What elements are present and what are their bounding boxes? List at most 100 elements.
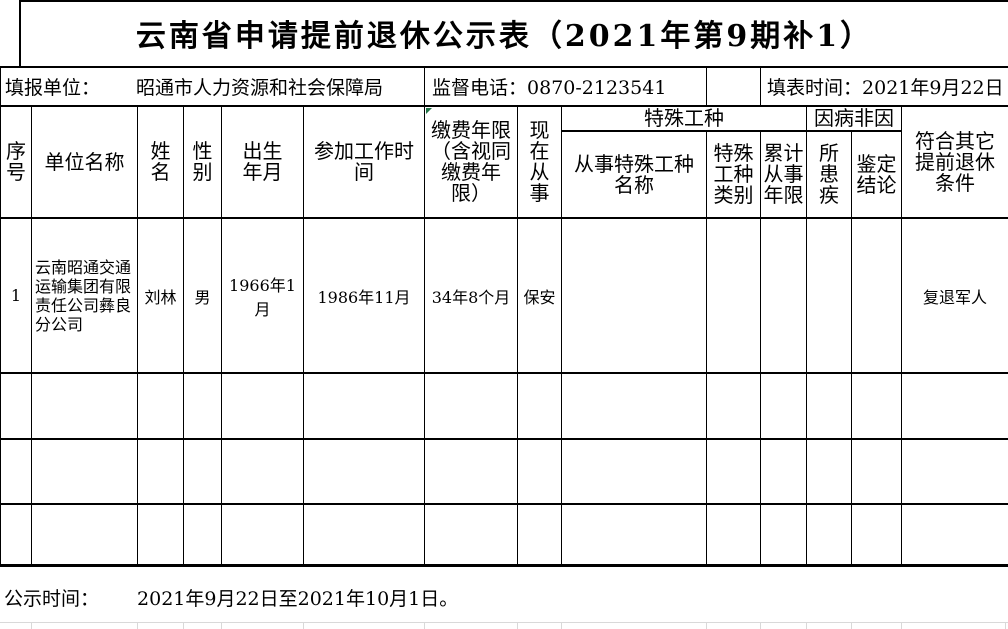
empty-cell [760,438,807,505]
empty-cell [303,438,425,505]
header-other: 符合其它 提前退休 条件 [900,105,1008,219]
header-work-start: 参加工作时 间 [303,105,425,219]
title-row: 云南省申请提前退休公示表（2021年第9期补1） [0,0,1008,68]
cell-special-name [561,217,707,374]
empty-cell [760,503,807,567]
empty-cell [0,503,32,567]
grid-stub [31,623,32,629]
empty-cell [806,438,852,505]
table-row-4 [0,503,1008,567]
cell-gender: 男 [183,217,222,374]
cell-birth: 1966年1月 [221,217,304,374]
cell-illness [806,217,852,374]
header-illness: 所 患 疾 [806,130,852,219]
header-special-type: 特殊 工种 类别 [706,130,761,219]
empty-cell [31,438,138,505]
grid-stub [137,623,138,629]
publicity-table: 云南省申请提前退休公示表（2021年第9期补1） 填报单位： 昭通市人力资源和社会… [0,0,1008,567]
page-title: 云南省申请提前退休公示表（2021年第9期补1） [0,0,1008,68]
empty-cell [137,503,184,567]
empty-cell [183,503,222,567]
cell-work-start: 1986年11月 [303,217,425,374]
empty-cell [900,438,1008,505]
empty-cell [424,503,518,567]
grid-stub [424,623,425,629]
empty-cell [851,438,902,505]
info-spacer-cell [706,67,761,107]
header-sub-row: 从事特殊工种 名称 特殊 工种 类别 累计 从事 年限 所 患 疾 鉴定 结论 [1,130,1008,219]
empty-cell [900,372,1008,440]
supervise-phone-value: 0870-2123541 [527,77,667,99]
table-row-3 [0,438,1008,505]
empty-cell [221,503,304,567]
empty-cell [900,503,1008,567]
empty-cell [31,503,138,567]
title-top-border [19,0,1008,2]
header-seq: 序 号 [0,105,32,219]
grid-stub [760,623,761,629]
empty-cell [221,372,304,440]
empty-cell [303,372,425,440]
report-unit-value: 昭通市人力资源和社会保障局 [136,77,384,99]
header-name: 姓 名 [137,105,184,219]
cell-seq: 1 [0,217,32,374]
empty-cell [561,372,707,440]
header-illness-group: 因病非因 [806,105,902,132]
page-title-text: 云南省申请提前退休公示表（2021年第9期补1） [135,19,874,54]
report-unit-cell: 填报单位： 昭通市人力资源和社会保障局 [0,67,425,107]
empty-cell [806,372,852,440]
header-payment-years: 缴费年限 （含视同 缴费年 限） [424,105,518,219]
table-row-2 [0,372,1008,440]
grid-stub [303,623,304,629]
supervise-phone-label: 监督电话： [432,77,528,99]
publicity-period: 公示时间： 2021年9月22日至2021年10月1日。 [4,584,458,611]
empty-cell [221,438,304,505]
empty-cell [561,438,707,505]
report-unit-label: 填报单位： [5,77,101,99]
header-special-name: 从事特殊工种 名称 [561,130,707,219]
fill-date-cell: 填表时间：2021年9月22日 [759,67,1008,107]
empty-cell [424,372,518,440]
cell-special-type [706,217,761,374]
grid-stub [183,623,184,629]
grid-stub [901,623,902,629]
publicity-value: 2021年9月22日至2021年10月1日。 [137,588,459,610]
cell-special-years [760,217,807,374]
empty-cell [517,503,562,567]
empty-cell [137,372,184,440]
cell-unit: 云南昭通交通 运输集团有限 责任公司彝良 分公司 [31,217,138,374]
title-left-border [19,0,21,67]
empty-cell [706,503,761,567]
empty-cell [183,372,222,440]
grid-stub [561,623,562,629]
empty-cell [137,438,184,505]
empty-cell [806,503,852,567]
empty-cell [0,372,32,440]
empty-cell [0,438,32,505]
empty-cell [303,503,425,567]
grid-stub [851,623,852,629]
header-special-years: 累计 从事 年限 [760,130,807,219]
cell-payment-years: 34年8个月 [424,217,518,374]
fill-date-value: 2021年9月22日 [862,77,1004,99]
empty-cell [424,438,518,505]
empty-cell [517,438,562,505]
empty-cell [31,372,138,440]
cell-other: 复退军人 [900,217,1008,374]
header-current-job: 现 在 从 事 [517,105,562,219]
faint-gridline-row [0,622,1008,629]
empty-cell [851,503,902,567]
grid-stub [517,623,518,629]
empty-cell [706,372,761,440]
header-appraisal: 鉴定 结论 [851,130,902,219]
grid-stub [221,623,222,629]
cell-current-job: 保安 [517,217,562,374]
info-row: 填报单位： 昭通市人力资源和社会保障局 监督电话：0870-2123541 填表时… [0,67,1008,107]
header-unit: 单位名称 [31,105,138,219]
empty-cell [517,372,562,440]
cell-appraisal [851,217,902,374]
cell-name: 刘林 [137,217,184,374]
empty-cell [561,503,707,567]
supervise-phone-cell: 监督电话：0870-2123541 [424,67,707,107]
header-gender: 性 别 [183,105,222,219]
